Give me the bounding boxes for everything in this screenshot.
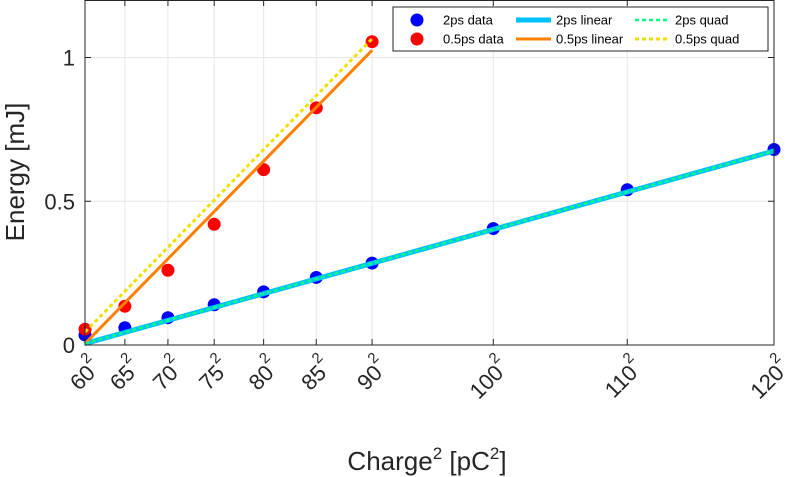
- y-axis-label: Energy [mJ]: [0, 103, 30, 242]
- legend-label: 0.5ps quad: [675, 32, 739, 47]
- legend-label: 0.5ps linear: [556, 32, 624, 47]
- plot-area: [78, 35, 781, 346]
- x-tick-base: 80: [244, 360, 279, 395]
- legend-marker: [410, 32, 424, 46]
- x-tick-base: 70: [148, 360, 183, 395]
- x-tick-base: 90: [352, 360, 387, 395]
- x-tick-label: 1102: [595, 350, 648, 403]
- series-line: [83, 49, 374, 345]
- y-tick-label: 1: [63, 46, 75, 71]
- x-tick-label: 1002: [460, 350, 514, 404]
- x-tick-label: 852: [292, 350, 338, 396]
- series-line: [84, 149, 775, 345]
- legend-label: 2ps linear: [556, 13, 613, 28]
- x-tick-base: 100: [465, 360, 509, 404]
- x-tick-label: 652: [100, 350, 146, 396]
- legend-label: 0.5ps data: [443, 32, 504, 47]
- axes: [84, 0, 775, 346]
- data-point: [161, 263, 175, 277]
- legend-label: 2ps data: [443, 13, 494, 28]
- y-tick-label: 0.5: [44, 189, 75, 214]
- data-point: [207, 217, 221, 231]
- legend-box: [392, 6, 769, 52]
- data-point: [365, 35, 379, 49]
- axes-box: [84, 0, 775, 346]
- x-tick-label: 802: [239, 350, 285, 396]
- legend: 2ps data 2ps linear 2ps quad 0.5ps data 0.5p…: [392, 6, 769, 52]
- legend-marker: [410, 13, 424, 27]
- x-axis-label: Charge2 [pC2]: [347, 444, 506, 476]
- series-line: [83, 37, 374, 334]
- x-tick-base: 60: [65, 360, 100, 395]
- x-tick-base: 120: [745, 360, 789, 404]
- x-tick-base: 65: [105, 360, 140, 395]
- x-tick-label: 1202: [741, 350, 793, 404]
- x-tick-base: 75: [194, 360, 229, 395]
- x-tick-base: 110: [600, 360, 642, 402]
- x-tick-label: 702: [143, 350, 189, 396]
- x-tick-base: 85: [296, 360, 331, 395]
- x-tick-label: 902: [347, 350, 393, 396]
- legend-label: 2ps quad: [675, 13, 729, 28]
- y-tick-label: 0: [63, 333, 75, 358]
- data-point: [118, 299, 132, 313]
- y-tick-labels: 00.51: [44, 46, 75, 359]
- x-tick-label: 752: [189, 350, 235, 396]
- grid: [84, 0, 775, 346]
